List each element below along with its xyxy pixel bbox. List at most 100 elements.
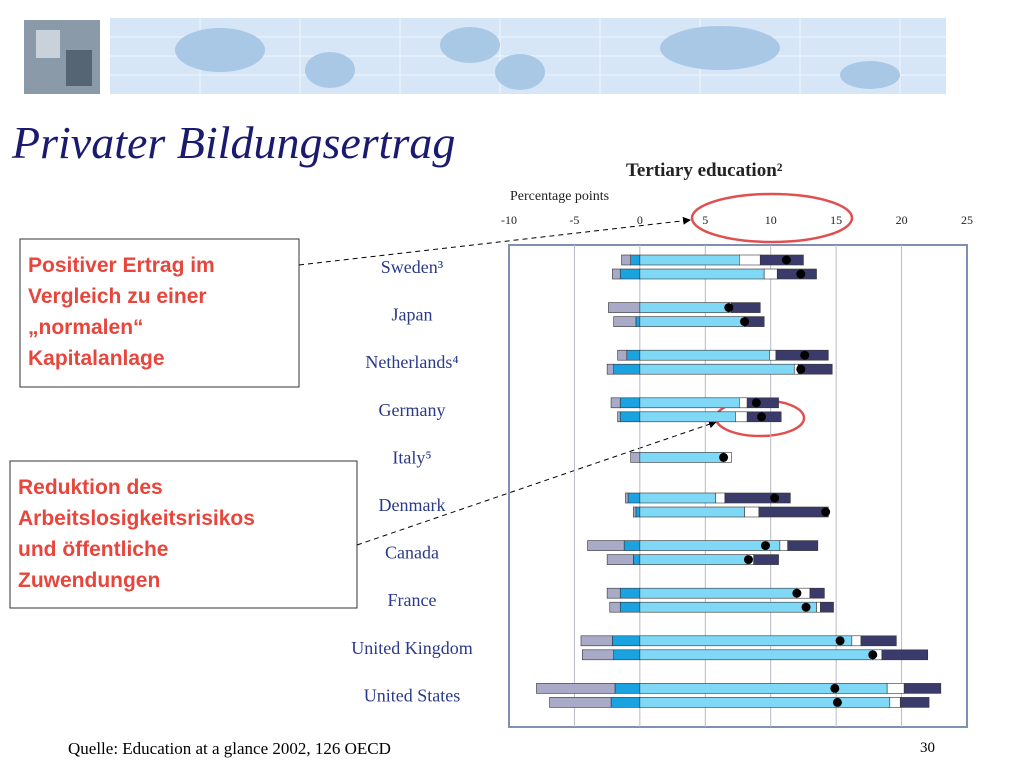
bar-segment bbox=[715, 492, 726, 504]
category-label: Italy⁵ bbox=[392, 447, 431, 467]
x-tick-label: 15 bbox=[830, 213, 842, 227]
marker-dot bbox=[796, 269, 806, 279]
marker-dot bbox=[868, 650, 878, 660]
callout-text: Reduktion des bbox=[18, 476, 163, 499]
bar-segment bbox=[903, 683, 942, 694]
bar-segment bbox=[746, 397, 779, 409]
bar-segment bbox=[639, 302, 730, 313]
marker-dot bbox=[832, 697, 842, 707]
bar-segment bbox=[739, 254, 761, 266]
category-label: Germany bbox=[379, 400, 446, 420]
bar-segment bbox=[639, 397, 740, 409]
bar-segment bbox=[633, 554, 641, 565]
callout-box bbox=[19, 238, 300, 388]
marker-dot bbox=[760, 541, 770, 551]
bar-segment bbox=[639, 363, 795, 375]
bar-segment bbox=[621, 254, 631, 266]
bar-segment bbox=[639, 316, 745, 327]
marker-dot bbox=[781, 255, 791, 265]
bar-segment bbox=[635, 316, 641, 327]
bar-segment bbox=[606, 363, 614, 375]
category-label: United States bbox=[364, 685, 461, 705]
bar-segment bbox=[639, 649, 874, 661]
bar-segment bbox=[881, 649, 929, 661]
bar-segment bbox=[536, 683, 616, 694]
bar-segment bbox=[816, 601, 821, 613]
x-tick-label: 25 bbox=[961, 213, 973, 227]
bar-segment bbox=[580, 635, 613, 647]
marker-dot bbox=[792, 588, 802, 598]
x-tick-label: 0 bbox=[637, 213, 643, 227]
bar-segment bbox=[609, 601, 621, 613]
bar-segment bbox=[639, 540, 781, 551]
bar-segment bbox=[619, 268, 641, 280]
bar-segment bbox=[744, 506, 760, 518]
marker-dot bbox=[835, 636, 845, 646]
x-tick-label: -5 bbox=[569, 213, 579, 227]
bar-segment bbox=[610, 397, 621, 409]
bar-segment bbox=[639, 587, 798, 599]
bar-segment bbox=[809, 587, 825, 599]
bar-segment bbox=[633, 506, 637, 518]
bar-segment bbox=[763, 268, 778, 280]
marker-dot bbox=[719, 452, 729, 462]
bar-segment bbox=[606, 554, 634, 565]
bar-segment bbox=[623, 540, 641, 551]
photo-detail bbox=[66, 50, 92, 86]
bar-segment bbox=[613, 363, 641, 375]
bar-segment bbox=[724, 492, 791, 504]
bar-segment bbox=[619, 397, 641, 409]
category-label: Sweden³ bbox=[381, 257, 444, 277]
category-label: Japan bbox=[392, 305, 433, 325]
bar-segment bbox=[886, 683, 905, 694]
chart-title: Tertiary education² bbox=[626, 160, 783, 181]
marker-dot bbox=[796, 364, 806, 374]
bar-segment bbox=[630, 452, 641, 463]
bar-segment bbox=[769, 349, 777, 361]
bar-segment bbox=[779, 540, 789, 551]
bar-segment bbox=[612, 635, 641, 647]
bar-segment bbox=[820, 601, 834, 613]
bar-segment bbox=[639, 506, 745, 518]
bar-segment bbox=[617, 411, 621, 423]
bar-segment bbox=[610, 697, 641, 708]
category-label: United Kingdom bbox=[351, 638, 473, 658]
callout-text: Arbeitslosigkeitsrisikos bbox=[18, 507, 255, 530]
bar-segment bbox=[851, 635, 862, 647]
category-label: Netherlands⁴ bbox=[365, 352, 458, 372]
bar-segment bbox=[619, 411, 641, 423]
bar-segment bbox=[614, 683, 641, 694]
bar-segment bbox=[753, 554, 779, 565]
marker-dot bbox=[800, 350, 810, 360]
bar-segment bbox=[606, 587, 621, 599]
continents bbox=[175, 26, 900, 90]
bar-segment bbox=[635, 506, 641, 518]
slide-title: Privater Bildungsertrag bbox=[11, 117, 455, 168]
bar-segment bbox=[549, 697, 612, 708]
bar-segment bbox=[639, 683, 888, 694]
arrow bbox=[356, 420, 717, 546]
x-tick-label: 20 bbox=[896, 213, 908, 227]
bar-segment bbox=[630, 254, 641, 266]
chart-subtitle: Percentage points bbox=[510, 189, 609, 204]
bar-segment bbox=[639, 635, 853, 647]
bar-segment bbox=[759, 254, 804, 266]
bar-segment bbox=[587, 540, 625, 551]
bar-segment bbox=[626, 349, 641, 361]
highlight-ellipse bbox=[690, 192, 854, 244]
bar-segment bbox=[639, 697, 891, 708]
bar-segment bbox=[739, 397, 748, 409]
bar-segment bbox=[639, 254, 740, 266]
bar-segment bbox=[625, 492, 629, 504]
bar-segment bbox=[731, 302, 761, 313]
bar-segment bbox=[608, 302, 641, 313]
bar-segment bbox=[735, 411, 748, 423]
marker-dot bbox=[743, 555, 753, 565]
bar-segment bbox=[639, 268, 765, 280]
bar-segment bbox=[889, 697, 901, 708]
marker-dot bbox=[757, 412, 767, 422]
bar-segment bbox=[639, 349, 770, 361]
callout-text: Vergleich zu einer bbox=[28, 285, 207, 308]
category-label: France bbox=[388, 590, 437, 610]
